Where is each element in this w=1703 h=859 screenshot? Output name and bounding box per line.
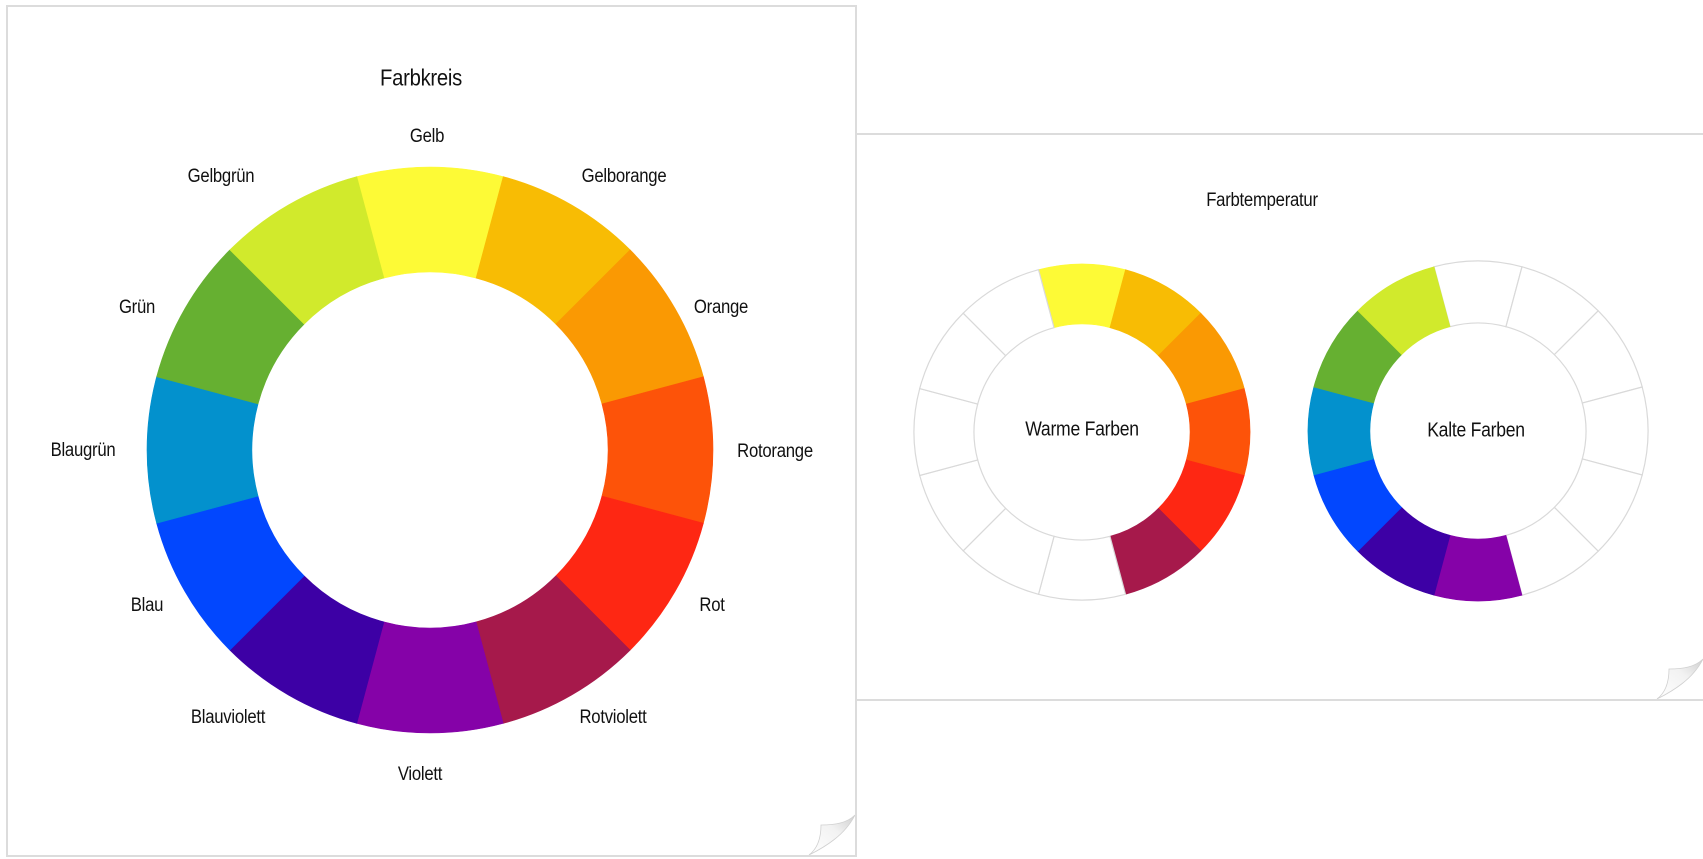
color-label-gelborange: Gelborange — [581, 166, 667, 187]
page-curl-icon — [808, 814, 855, 855]
color-temperature-panel — [855, 133, 1703, 701]
chart-title-farbkreis: Farbkreis — [380, 64, 462, 91]
color-label-violett: Violett — [397, 764, 443, 785]
segment-gelbgrün — [962, 268, 1055, 357]
color-label-blau: Blau — [130, 595, 164, 616]
color-label-rot: Rot — [699, 595, 725, 616]
color-label-orange: Orange — [693, 297, 749, 318]
color-label-rotviolett: Rotviolett — [579, 707, 647, 728]
color-label-blauviolett: Blauviolett — [190, 707, 266, 728]
cold-colors-label: Kalte Farben — [1427, 419, 1525, 442]
color-wheel-main — [146, 166, 714, 734]
color-label-gelb: Gelb — [409, 126, 445, 147]
color-label-rotorange: Rotorange — [737, 441, 813, 462]
segment-gelbgrün — [229, 176, 385, 325]
segment-gelbgrün — [1357, 266, 1451, 356]
color-wheel-warm — [913, 263, 1251, 601]
color-label-gelbgrün: Gelbgrün — [187, 166, 255, 187]
color-label-blaugrün: Blaugrün — [50, 440, 116, 461]
color-wheel-cold — [1307, 260, 1649, 602]
color-label-grün: Grün — [118, 297, 156, 318]
chart-title-farbtemperatur: Farbtemperatur — [1206, 190, 1318, 211]
warm-colors-label: Warme Farben — [1025, 418, 1139, 441]
page-curl-icon — [1656, 658, 1703, 699]
